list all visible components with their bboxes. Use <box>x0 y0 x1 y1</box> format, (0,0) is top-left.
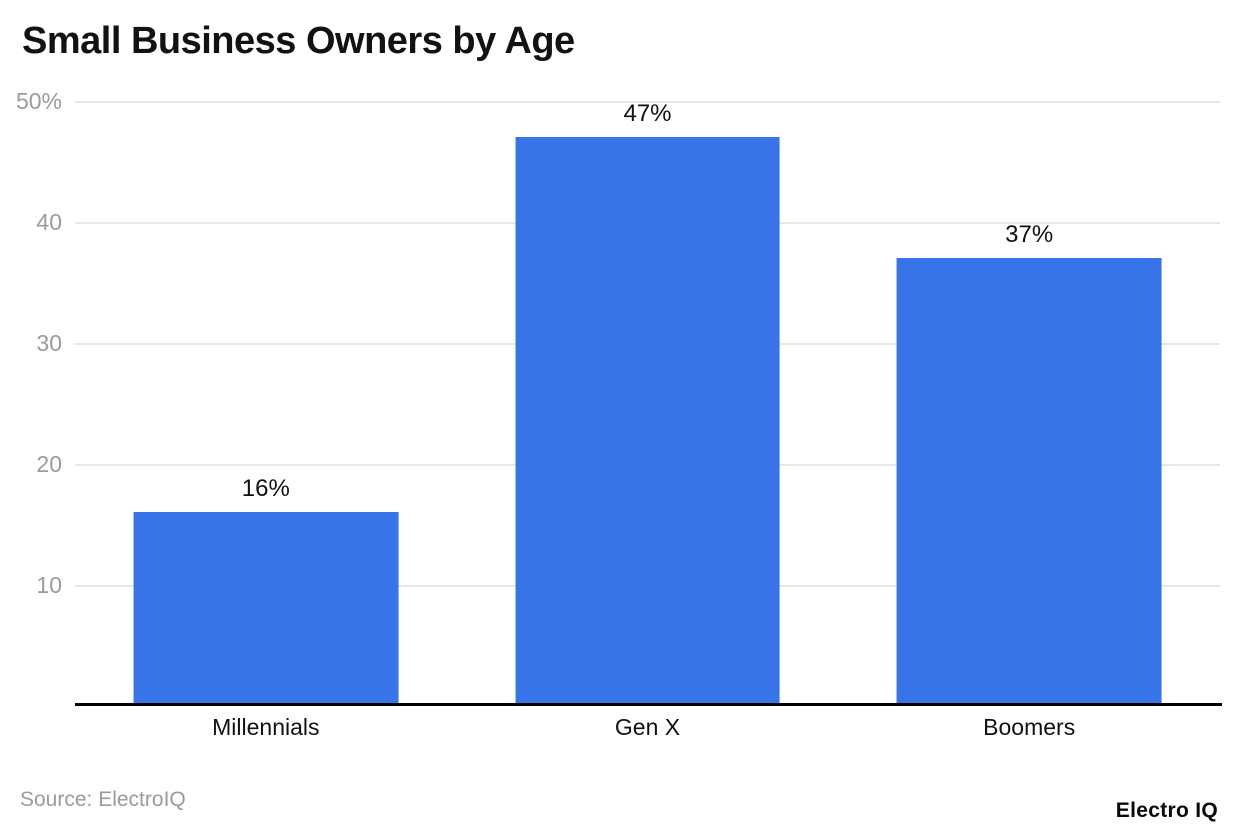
x-axis-line <box>75 703 1222 706</box>
category-label-gen-x: Gen X <box>614 714 681 740</box>
category-label-boomers: Boomers <box>983 714 1076 740</box>
value-label-millennials: 16% <box>241 475 290 503</box>
x-axis-category-labels: Millennials Gen X Boomers <box>75 714 1220 741</box>
value-label-gen-x: 47% <box>623 100 672 128</box>
y-tick-label-30: 30 <box>36 330 62 356</box>
bar-boomers <box>896 258 1162 706</box>
source-note: Source: ElectroIQ <box>20 788 186 811</box>
gridline-50 <box>75 101 1220 103</box>
bar-column-boomers: 37% <box>838 101 1220 706</box>
bar-columns: 16% 47% 37% <box>75 100 1220 706</box>
y-tick-label-10: 10 <box>36 572 62 598</box>
bar-column-millennials: 16% <box>75 101 457 706</box>
bar-gen-x <box>515 137 780 706</box>
y-tick-label-50: 50% <box>15 88 62 114</box>
brand-logo: Electro IQ <box>1115 799 1218 822</box>
bar-column-gen-x: 47% <box>457 100 839 706</box>
bar-millennials <box>133 512 399 706</box>
chart-title: Small Business Owners by Age <box>22 20 575 62</box>
category-label-millennials: Millennials <box>212 714 320 740</box>
y-tick-label-20: 20 <box>36 451 62 477</box>
plot-area: 16% 47% 37% <box>75 100 1220 706</box>
value-label-boomers: 37% <box>1005 221 1054 249</box>
y-tick-label-40: 40 <box>36 209 62 235</box>
